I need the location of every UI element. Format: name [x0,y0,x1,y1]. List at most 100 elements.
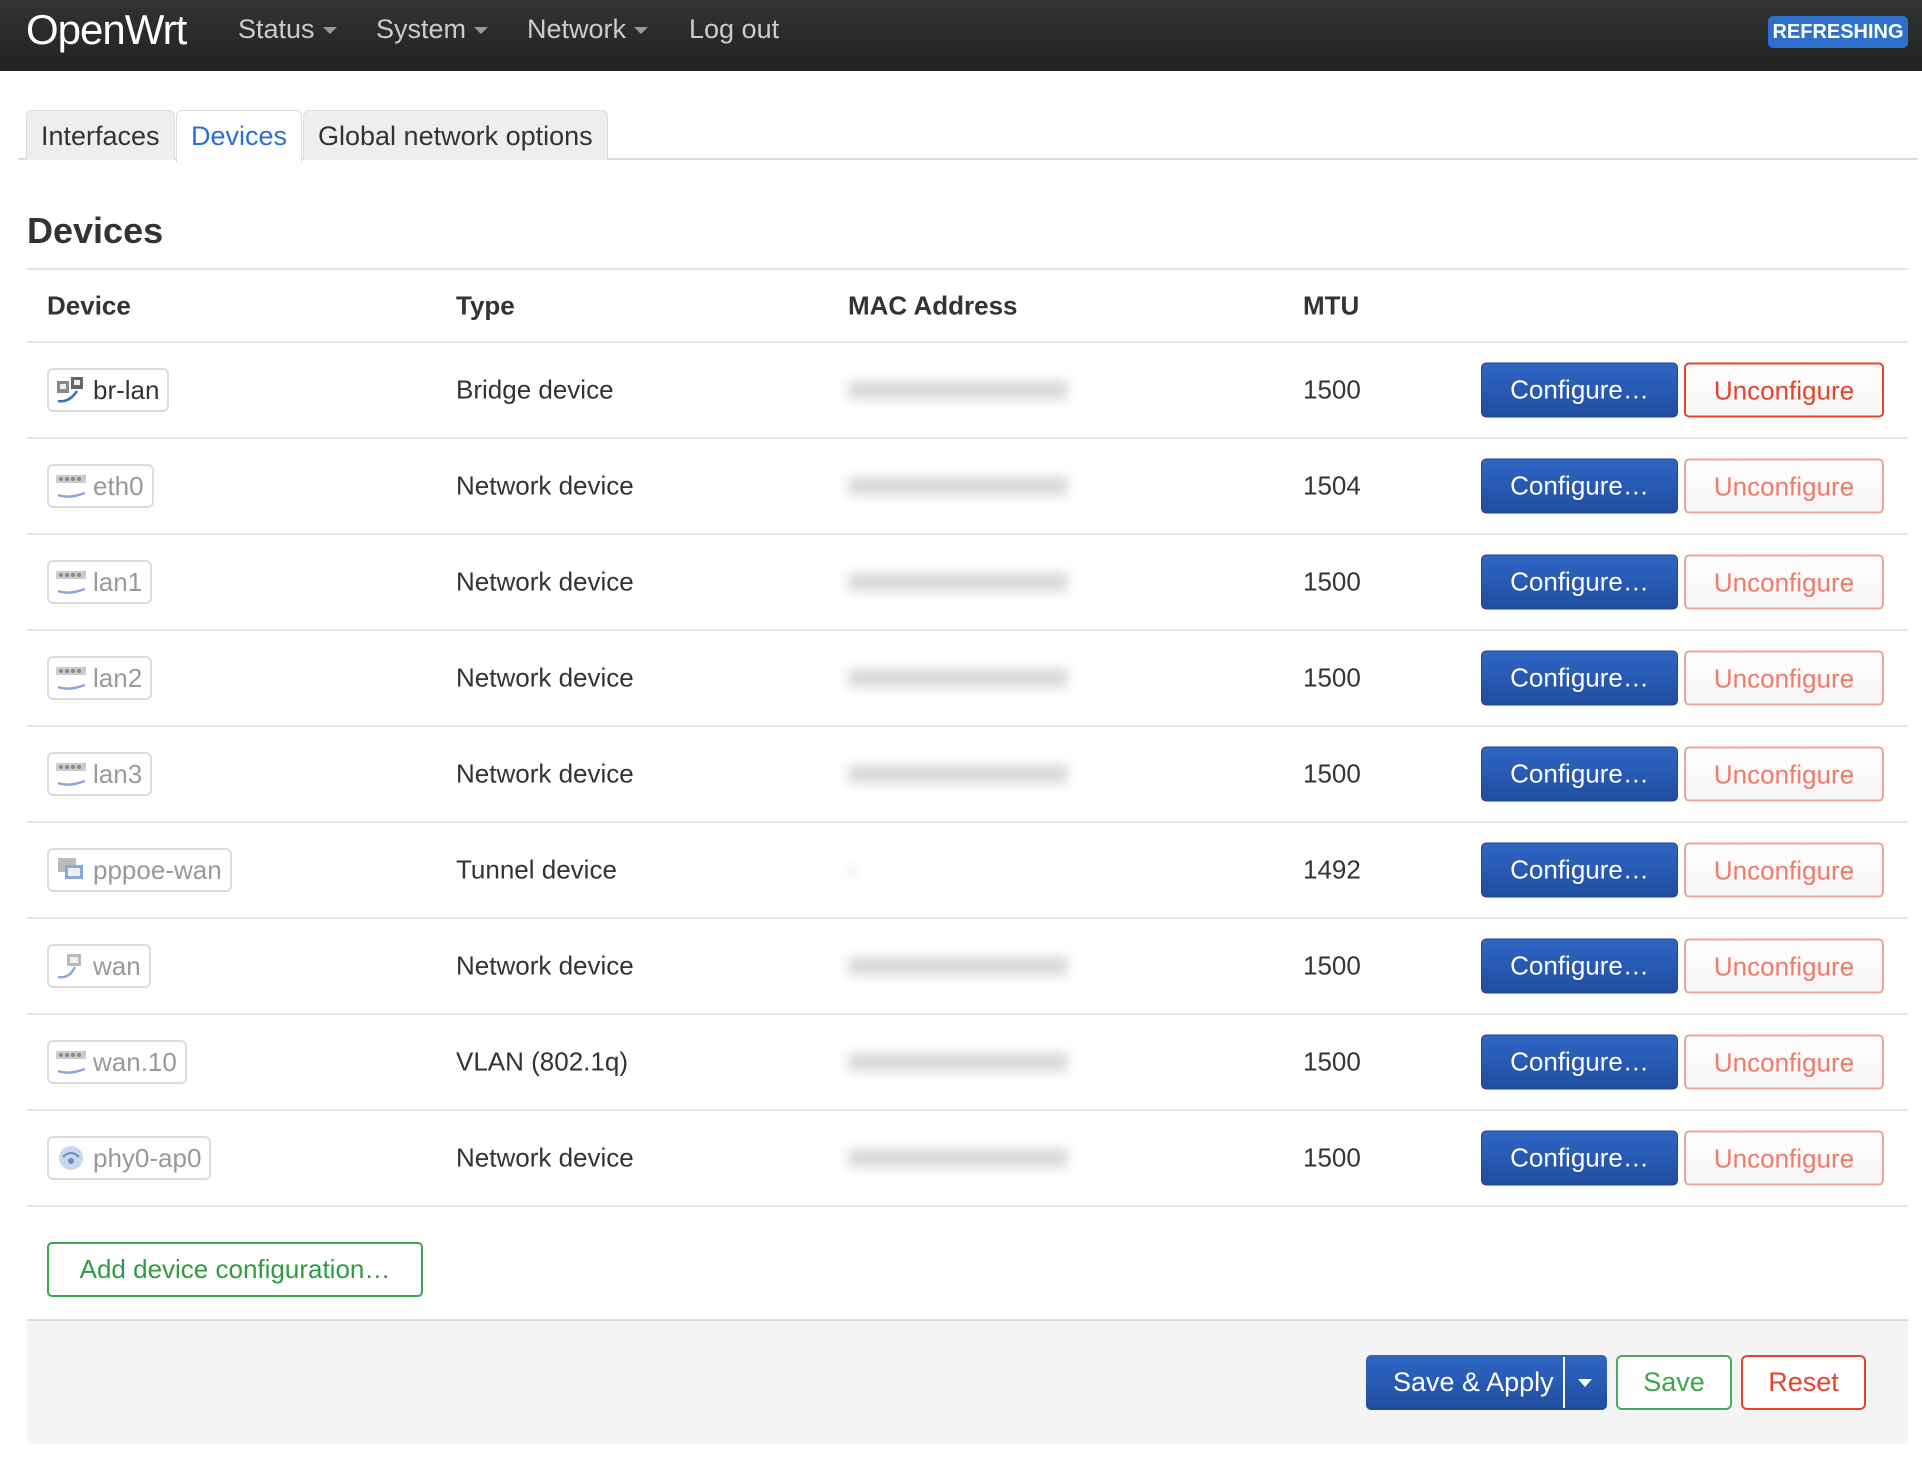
table-header: Device Type MAC Address MTU [27,268,1908,343]
table-row: wan Network device 1500 Configure… Uncon… [27,919,1908,1015]
caret-down-icon[interactable] [1578,1379,1592,1387]
device-badge[interactable]: eth0 [47,464,154,508]
menu-label: Status [238,14,315,44]
column-header-type: Type [456,290,515,320]
devices-table: Device Type MAC Address MTU br-lan Bridg… [27,268,1908,1207]
tab-interfaces[interactable]: Interfaces [26,110,175,160]
configure-button[interactable]: Configure… [1481,938,1678,994]
mac-address-redacted [848,380,1068,400]
configure-button[interactable]: Configure… [1481,1130,1678,1186]
table-row: phy0-ap0 Network device 1500 Configure… … [27,1111,1908,1207]
top-navbar: OpenWrt Status System Network Log out RE… [0,0,1922,71]
wifi-icon [55,1143,87,1173]
table-row: lan2 Network device 1500 Configure… Unco… [27,631,1908,727]
device-badge[interactable]: phy0-ap0 [47,1136,212,1180]
device-badge[interactable]: wan [47,944,151,988]
tab-devices[interactable]: Devices [176,110,303,162]
ethernet-icon [55,471,87,501]
column-header-mac: MAC Address [848,290,1018,320]
configure-button[interactable]: Configure… [1481,842,1678,898]
unconfigure-button[interactable]: Unconfigure [1684,938,1884,994]
device-name: lan2 [93,662,143,693]
page-title: Devices [27,210,164,251]
port-icon [55,951,87,981]
column-header-mtu: MTU [1303,290,1360,320]
device-badge[interactable]: lan3 [47,752,153,796]
ethernet-icon [55,759,87,789]
configure-button[interactable]: Configure… [1481,650,1678,706]
unconfigure-button[interactable]: Unconfigure [1684,362,1884,418]
device-badge[interactable]: lan1 [47,560,153,604]
ethernet-icon [55,567,87,597]
device-mtu: 1504 [1303,470,1361,501]
device-mtu: 1500 [1303,566,1361,597]
unconfigure-button[interactable]: Unconfigure [1684,746,1884,802]
save-apply-label: Save & Apply [1393,1367,1554,1397]
mac-address-redacted [848,476,1068,496]
menu-label: System [376,14,467,44]
table-row: lan1 Network device 1500 Configure… Unco… [27,535,1908,631]
device-type: VLAN (802.1q) [456,1046,628,1077]
device-type: Network device [456,758,634,789]
tab-global-network-options[interactable]: Global network options [303,110,608,160]
device-badge[interactable]: wan.10 [47,1040,187,1084]
device-name: wan.10 [93,1046,177,1077]
device-type: Network device [456,470,634,501]
table-row: lan3 Network device 1500 Configure… Unco… [27,727,1908,823]
reset-button[interactable]: Reset [1741,1355,1866,1410]
unconfigure-button[interactable]: Unconfigure [1684,458,1884,514]
mac-address-redacted [848,764,1068,784]
unconfigure-button[interactable]: Unconfigure [1684,650,1884,706]
divider [1563,1357,1565,1408]
table-row: pppoe-wan Tunnel device 1492 Configure… … [27,823,1908,919]
device-type: Bridge device [456,374,614,405]
caret-down-icon [474,27,489,35]
device-mtu: 1492 [1303,854,1361,885]
mac-address-redacted [848,868,858,872]
device-type: Network device [456,950,634,981]
device-mtu: 1500 [1303,950,1361,981]
menu-network[interactable]: Network [527,14,649,45]
device-name: phy0-ap0 [93,1142,202,1173]
configure-button[interactable]: Configure… [1481,554,1678,610]
save-apply-button[interactable]: Save & Apply [1366,1355,1607,1410]
device-name: lan1 [93,566,143,597]
table-row: br-lan Bridge device 1500 Configure… Unc… [27,343,1908,439]
configure-button[interactable]: Configure… [1481,1034,1678,1090]
device-badge[interactable]: pppoe-wan [47,848,232,892]
device-name: eth0 [93,470,144,501]
table-row: eth0 Network device 1504 Configure… Unco… [27,439,1908,535]
mac-address-redacted [848,956,1068,976]
configure-button[interactable]: Configure… [1481,458,1678,514]
mac-address-redacted [848,572,1068,592]
add-device-configuration-button[interactable]: Add device configuration… [47,1242,423,1297]
configure-button[interactable]: Configure… [1481,362,1678,418]
device-badge[interactable]: br-lan [47,368,170,412]
device-mtu: 1500 [1303,758,1361,789]
device-name: lan3 [93,758,143,789]
device-mtu: 1500 [1303,662,1361,693]
menu-logout[interactable]: Log out [689,14,780,44]
menu-system[interactable]: System [376,14,489,45]
device-type: Network device [456,566,634,597]
device-name: wan [93,950,141,981]
brand-logo[interactable]: OpenWrt [26,6,187,53]
column-header-device: Device [47,290,131,320]
bridge-icon [55,375,87,405]
device-mtu: 1500 [1303,374,1361,405]
menu-label: Network [527,14,627,44]
device-name: br-lan [93,374,160,405]
unconfigure-button[interactable]: Unconfigure [1684,1130,1884,1186]
refreshing-badge[interactable]: REFRESHING [1768,16,1908,48]
device-mtu: 1500 [1303,1142,1361,1173]
tunnel-icon [55,855,87,885]
ethernet-icon [55,1047,87,1077]
unconfigure-button[interactable]: Unconfigure [1684,1034,1884,1090]
configure-button[interactable]: Configure… [1481,746,1678,802]
menu-status[interactable]: Status [238,14,337,45]
unconfigure-button[interactable]: Unconfigure [1684,842,1884,898]
device-badge[interactable]: lan2 [47,656,153,700]
save-button[interactable]: Save [1616,1355,1732,1410]
unconfigure-button[interactable]: Unconfigure [1684,554,1884,610]
device-type: Network device [456,662,634,693]
